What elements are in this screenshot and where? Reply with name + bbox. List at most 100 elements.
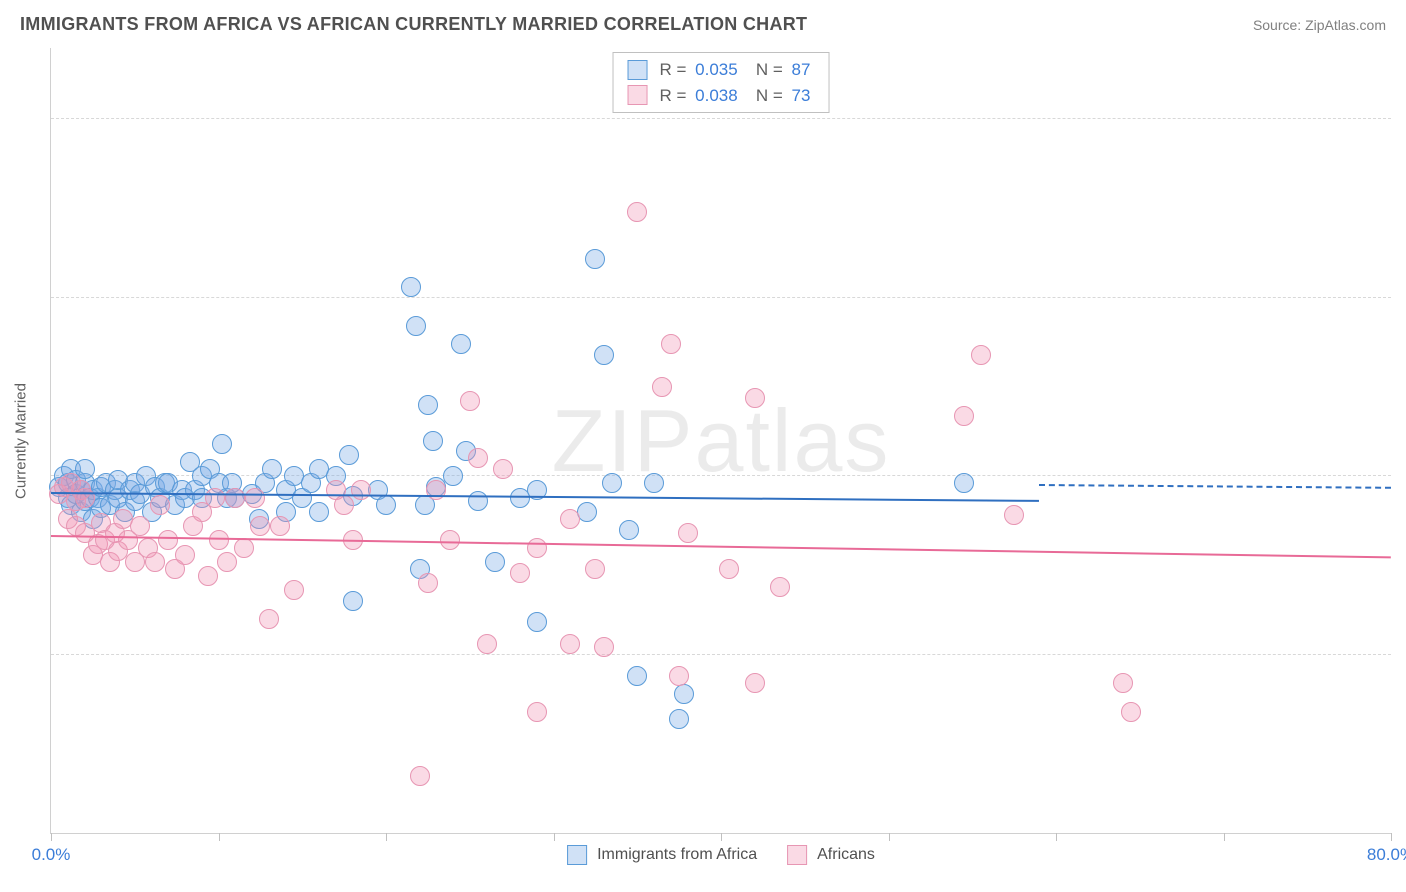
scatter-point [468,491,488,511]
scatter-point [770,577,790,597]
scatter-point [145,552,165,572]
legend-swatch [567,845,587,865]
scatter-point [485,552,505,572]
scatter-point [205,488,225,508]
chart-header: IMMIGRANTS FROM AFRICA VS AFRICAN CURREN… [20,14,1386,35]
scatter-point [594,345,614,365]
scatter-point [130,516,150,536]
scatter-point [1004,505,1024,525]
x-tick [386,833,387,841]
y-tick-label: 100.0% [1401,109,1406,129]
legend-row: R = 0.035 N = 87 [628,57,815,83]
x-tick [1056,833,1057,841]
scatter-point [410,766,430,786]
scatter-point [451,334,471,354]
y-tick-label: 25.0% [1401,645,1406,665]
scatter-point [150,495,170,515]
scatter-point [745,388,765,408]
scatter-point [627,202,647,222]
scatter-point [971,345,991,365]
scatter-point [1113,673,1133,693]
scatter-point [674,684,694,704]
legend-swatch [787,845,807,865]
grid-line [51,118,1391,119]
scatter-point [652,377,672,397]
legend-swatch [628,60,648,80]
x-tick [554,833,555,841]
chart-title: IMMIGRANTS FROM AFRICA VS AFRICAN CURREN… [20,14,807,35]
legend-label: Africans [817,846,875,864]
scatter-point [627,666,647,686]
scatter-point [678,523,698,543]
scatter-point [527,538,547,558]
x-tick [1224,833,1225,841]
y-tick-label: 50.0% [1401,466,1406,486]
scatter-point [418,395,438,415]
legend-correlation: R = 0.035 N = 87R = 0.038 N = 73 [613,52,830,113]
scatter-point [309,502,329,522]
scatter-point [644,473,664,493]
x-tick [889,833,890,841]
x-tick [1391,833,1392,841]
scatter-point [477,634,497,654]
grid-line [51,297,1391,298]
scatter-point [661,334,681,354]
y-axis-title: Currently Married [13,383,30,499]
scatter-point [418,573,438,593]
source-label: Source: ZipAtlas.com [1253,17,1386,33]
scatter-point [443,466,463,486]
scatter-point [262,459,282,479]
x-tick-label-left: 0.0% [32,845,71,865]
scatter-point [527,612,547,632]
scatter-point [560,509,580,529]
scatter-point [259,609,279,629]
scatter-point [250,516,270,536]
scatter-point [343,591,363,611]
y-tick-label: 75.0% [1401,288,1406,308]
scatter-point [1121,702,1141,722]
scatter-point [351,480,371,500]
x-tick [51,833,52,841]
scatter-point [719,559,739,579]
scatter-point [426,480,446,500]
scatter-point [158,530,178,550]
scatter-point [339,445,359,465]
scatter-point [270,516,290,536]
x-tick [721,833,722,841]
scatter-point [745,673,765,693]
scatter-point [376,495,396,515]
scatter-point [75,488,95,508]
scatter-plot: ZIPatlas Currently Married 25.0%50.0%75.… [50,48,1391,834]
scatter-point [585,249,605,269]
scatter-point [406,316,426,336]
scatter-point [284,580,304,600]
legend-label: Immigrants from Africa [597,846,757,864]
scatter-point [460,391,480,411]
scatter-point [198,566,218,586]
scatter-point [602,473,622,493]
scatter-point [234,538,254,558]
grid-line [51,654,1391,655]
legend-swatch [628,85,648,105]
legend-series: Immigrants from Africa Africans [567,845,875,865]
scatter-point [468,448,488,468]
scatter-point [510,563,530,583]
scatter-point [669,709,689,729]
trend-line [1039,484,1391,489]
scatter-point [493,459,513,479]
scatter-point [669,666,689,686]
scatter-point [209,530,229,550]
legend-item: Africans [787,845,875,865]
scatter-point [619,520,639,540]
scatter-point [212,434,232,454]
scatter-point [401,277,421,297]
scatter-point [423,431,443,451]
scatter-point [560,634,580,654]
x-tick-label-right: 80.0% [1367,845,1406,865]
x-tick [219,833,220,841]
scatter-point [334,495,354,515]
scatter-point [225,488,245,508]
scatter-point [527,702,547,722]
scatter-point [175,545,195,565]
legend-row: R = 0.038 N = 73 [628,83,815,109]
